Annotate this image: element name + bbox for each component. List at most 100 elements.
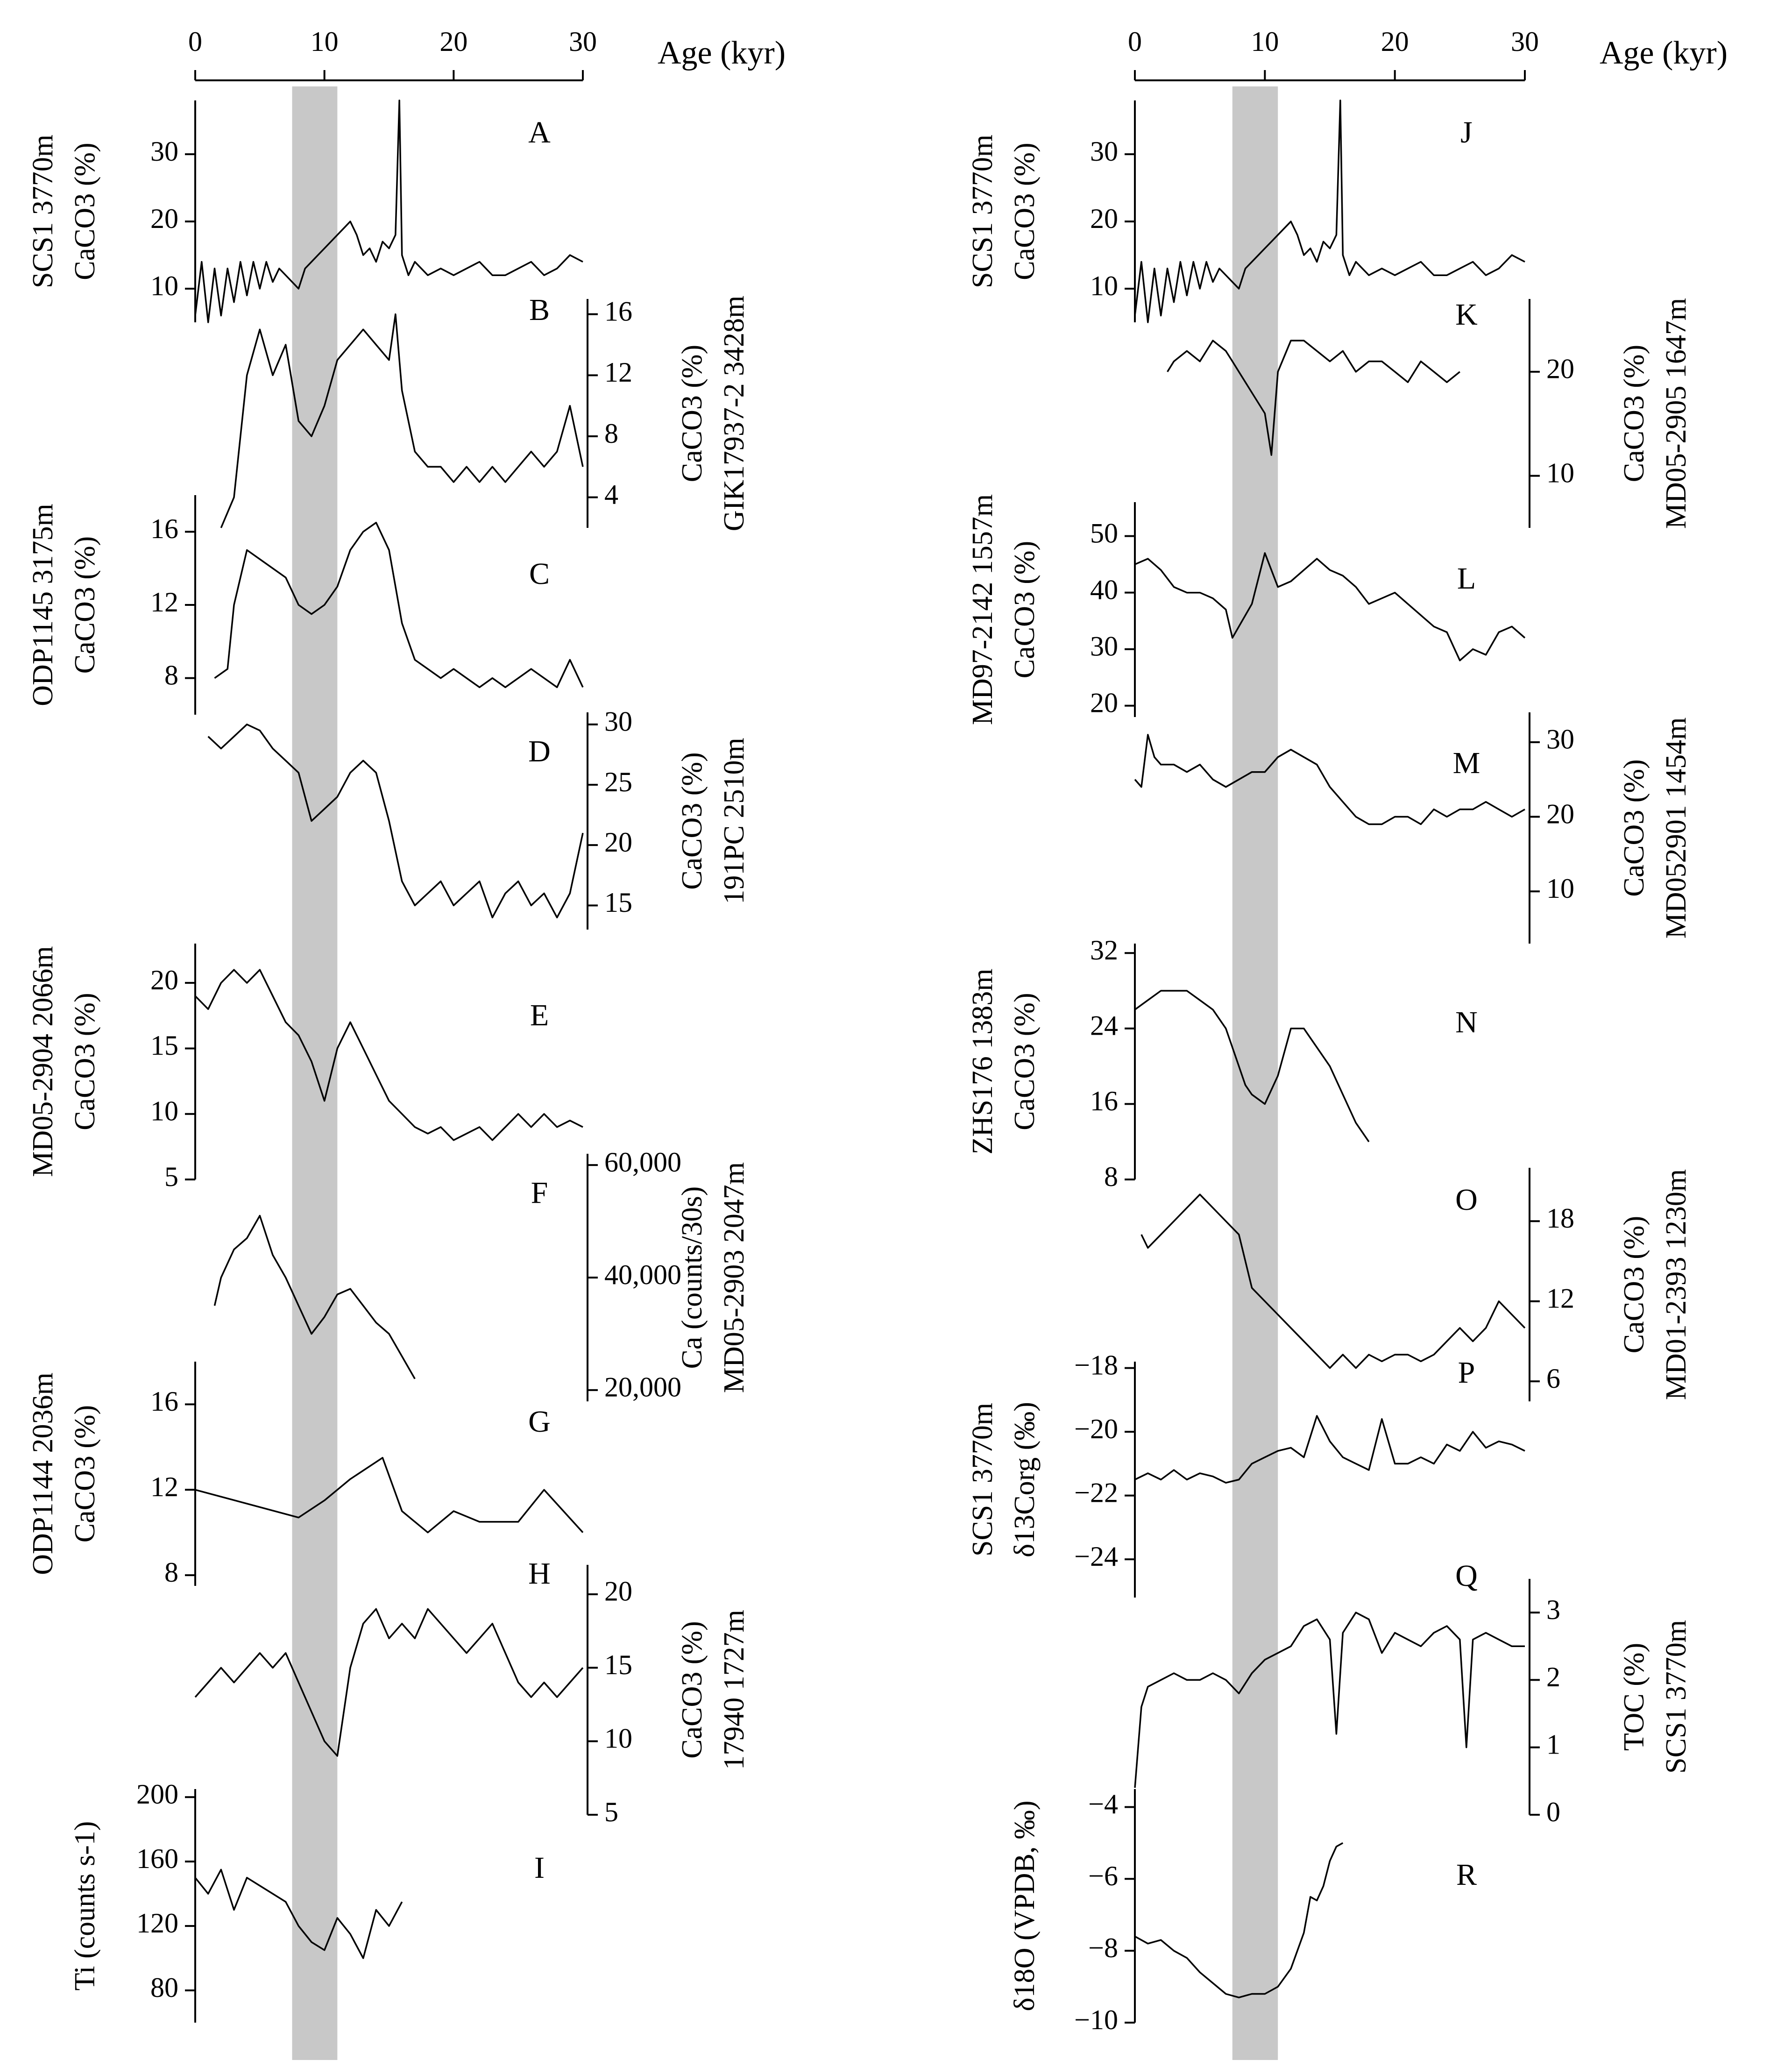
series-line-I — [194, 1868, 403, 1959]
panel-F: 20,000 40,000 60,000 F Ca (counts/30s) MD05-2… — [213, 1147, 750, 1403]
series-line-Q — [1134, 1612, 1525, 1788]
y-tick-label-N: 24 — [1090, 1010, 1118, 1041]
panel-A: 10 20 30 A CaCO3 (%) SCS1 3770m — [27, 99, 583, 323]
y-tick-label-P: −24 — [1074, 1541, 1118, 1572]
age-axis-label: Age (kyr) — [658, 35, 786, 71]
y-axis-label-E: CaCO3 (%) — [69, 993, 101, 1130]
site-label-P: SCS1 3770m — [967, 1403, 999, 1556]
series-line-A — [194, 99, 583, 323]
y-tick-label-M: 30 — [1546, 724, 1574, 755]
panel-C: 8 12 16 C CaCO3 (%) ODP1145 3175m — [27, 495, 584, 715]
series-line-B — [220, 313, 584, 528]
y-tick-label-E: 5 — [164, 1161, 178, 1192]
site-label-J: SCS1 3770m — [967, 135, 999, 288]
panel-letter-B: B — [529, 293, 550, 327]
y-tick-label-B: 12 — [604, 357, 632, 388]
y-tick-label-N: 32 — [1090, 935, 1118, 966]
series-line-L — [1134, 552, 1526, 661]
age-axis-left: 0 10 20 30 Age (kyr) — [188, 26, 786, 81]
y-tick-label-Q: 1 — [1546, 1729, 1560, 1760]
y-tick-label-D: 25 — [604, 767, 632, 797]
y-tick-label-F: 40,000 — [604, 1259, 681, 1290]
y-tick-label-C: 16 — [150, 513, 178, 544]
y-tick-label-C: 8 — [164, 660, 178, 690]
panel-N: 8 16 24 32 N CaCO3 (%) ZHS176 1383m — [967, 935, 1478, 1192]
y-tick-label-O: 12 — [1546, 1283, 1574, 1314]
y-axis-label-K: CaCO3 (%) — [1618, 345, 1650, 482]
y-tick-label-I: 200 — [136, 1779, 178, 1810]
age-axis-tick-label: 10 — [311, 26, 339, 57]
panel-K: 10 20 K CaCO3 (%) MD05-2905 1647m — [1167, 298, 1692, 529]
y-axis-label-H: CaCO3 (%) — [676, 1621, 708, 1758]
y-tick-label-F: 20,000 — [604, 1372, 681, 1403]
site-label-N: ZHS176 1383m — [967, 969, 999, 1155]
y-tick-label-A: 10 — [150, 270, 178, 301]
y-tick-label-D: 30 — [604, 706, 632, 737]
panel-letter-H: H — [528, 1556, 551, 1591]
y-tick-label-B: 16 — [604, 296, 632, 327]
site-label-C: ODP1145 3175m — [27, 504, 59, 706]
panel-letter-R: R — [1456, 1858, 1477, 1892]
age-axis-right: 0 10 20 30 Age (kyr) — [1128, 26, 1728, 81]
series-line-R — [1134, 1842, 1344, 1998]
panel-letter-P: P — [1458, 1356, 1475, 1390]
y-tick-label-P: −20 — [1074, 1414, 1118, 1444]
site-label-Q: SCS1 3770m — [1660, 1620, 1692, 1774]
panel-D: 15 20 25 30 D CaCO3 (%) 191PC 2510m — [207, 706, 750, 930]
y-tick-label-R: −10 — [1074, 2004, 1118, 2035]
y-tick-label-H: 20 — [604, 1576, 632, 1607]
site-label-H: 17940 1727m — [718, 1610, 750, 1770]
panel-letter-G: G — [528, 1405, 551, 1439]
series-line-F — [213, 1215, 416, 1379]
site-label-L: MD97-2142 1557m — [967, 494, 999, 725]
panel-J: 10 20 30 J CaCO3 (%) SCS1 3770m — [967, 99, 1525, 323]
y-axis-label-P: δ13Corg (‰) — [1009, 1402, 1041, 1557]
y-tick-label-E: 10 — [150, 1095, 178, 1126]
y-tick-label-L: 20 — [1090, 688, 1118, 718]
y-axis-label-F: Ca (counts/30s) — [676, 1186, 708, 1369]
y-tick-label-J: 10 — [1090, 270, 1118, 301]
y-tick-label-I: 160 — [136, 1843, 178, 1874]
y-tick-label-J: 30 — [1090, 136, 1118, 167]
y-axis-label-J: CaCO3 (%) — [1009, 142, 1041, 280]
panel-letter-E: E — [530, 998, 549, 1032]
panel-H: 5 10 15 20 H CaCO3 (%) 17940 1727m — [194, 1556, 750, 1827]
panel-Q: 0 1 2 3 Q TOC (%) SCS1 3770m — [1134, 1559, 1692, 1827]
age-axis-tick-label: 30 — [569, 26, 597, 57]
y-tick-label-A: 30 — [150, 136, 178, 167]
y-tick-label-B: 8 — [604, 418, 618, 449]
panel-G: 8 12 16 G CaCO3 (%) ODP1144 2036m — [27, 1362, 584, 1588]
series-line-E — [194, 969, 583, 1141]
y-tick-label-Q: 3 — [1546, 1594, 1560, 1625]
y-tick-label-O: 18 — [1546, 1203, 1574, 1234]
y-axis-label-C: CaCO3 (%) — [69, 536, 101, 674]
site-label-G: ODP1144 2036m — [27, 1372, 59, 1575]
y-tick-label-P: −18 — [1074, 1350, 1118, 1380]
panel-O: 6 12 18 O CaCO3 (%) MD01-2393 1230m — [1140, 1168, 1692, 1401]
age-axis-tick-label: 0 — [1128, 26, 1142, 57]
y-axis-label-L: CaCO3 (%) — [1009, 541, 1041, 678]
y-tick-label-I: 120 — [136, 1908, 178, 1939]
age-axis-tick-label: 30 — [1511, 26, 1539, 57]
series-line-N — [1134, 990, 1370, 1143]
y-axis-label-R: δ18O (VPDB, ‰) — [1009, 1800, 1041, 2011]
panel-letter-O: O — [1455, 1183, 1478, 1217]
y-tick-label-R: −4 — [1088, 1789, 1118, 1819]
y-tick-label-J: 20 — [1090, 203, 1118, 234]
y-axis-label-N: CaCO3 (%) — [1009, 993, 1041, 1130]
y-tick-label-R: −6 — [1088, 1861, 1118, 1891]
series-line-C — [214, 522, 584, 689]
age-axis-label: Age (kyr) — [1600, 35, 1728, 71]
panel-E: 5 10 15 20 E CaCO3 (%) MD05-2904 2066m — [27, 944, 583, 1192]
y-tick-label-C: 12 — [150, 587, 178, 618]
site-label-F: MD05-2903 2047m — [718, 1162, 750, 1393]
y-axis-label-Q: TOC (%) — [1618, 1643, 1650, 1751]
y-tick-label-G: 12 — [150, 1471, 178, 1502]
panel-B: 4 8 12 16 B CaCO3 (%) GIK17937-2 3428m — [220, 293, 750, 531]
y-tick-label-D: 15 — [604, 887, 632, 918]
panel-letter-A: A — [528, 115, 551, 149]
